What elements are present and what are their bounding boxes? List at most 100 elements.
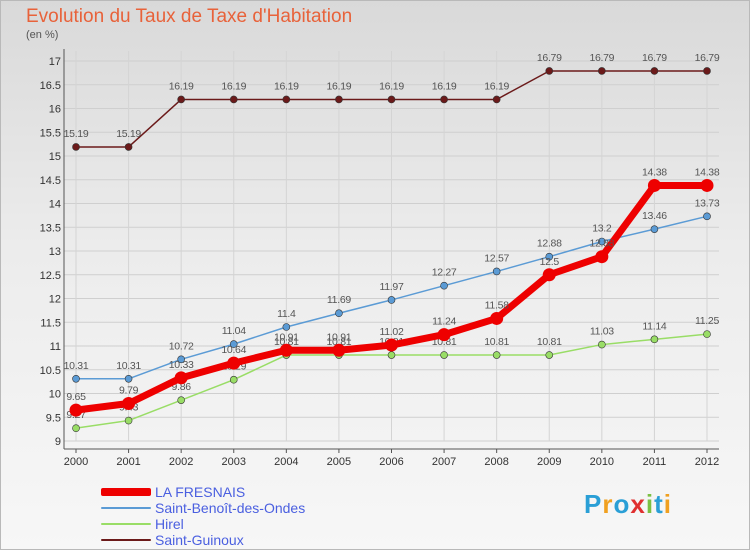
y-tick-label: 17 [49, 56, 61, 68]
legend-label: LA FRESNAIS [155, 484, 246, 500]
data-point [492, 351, 501, 359]
x-tick-label: 2011 [643, 456, 667, 468]
data-label: 13.73 [695, 197, 720, 209]
data-label: 11.04 [222, 325, 246, 337]
brand-logo: Proxiti [584, 489, 672, 520]
data-point [545, 67, 554, 75]
data-label: 10.81 [274, 336, 299, 348]
legend-swatch [101, 523, 151, 525]
x-tick-label: 2007 [432, 456, 456, 468]
y-tick-label: 14.5 [40, 175, 61, 187]
data-label: 9.86 [172, 381, 192, 393]
data-point [335, 95, 343, 104]
data-point [174, 371, 188, 385]
data-label: 14.38 [642, 166, 667, 178]
data-label: 10.81 [327, 336, 352, 348]
data-label: 12.57 [484, 252, 509, 264]
data-label: 16.79 [642, 52, 667, 64]
data-label: 12.88 [589, 238, 614, 250]
brand-letter: o [613, 489, 631, 519]
legend-label: Saint-Guinoux [155, 532, 244, 548]
data-point [437, 328, 451, 342]
data-point [72, 424, 80, 432]
legend-label: Hirel [155, 516, 184, 532]
data-point [490, 311, 504, 325]
legend-swatch [101, 488, 151, 496]
data-point [492, 267, 501, 276]
data-point [122, 396, 136, 410]
data-point [598, 237, 606, 246]
x-tick-label: 2002 [169, 456, 193, 468]
data-label: 12.27 [432, 267, 457, 279]
x-tick-label: 2005 [327, 456, 351, 468]
legend-label: Saint-Benoît-des-Ondes [155, 500, 306, 516]
y-tick-label: 15 [49, 151, 61, 163]
data-point [650, 335, 659, 344]
data-label: 10.81 [484, 336, 509, 348]
data-label: 13.2 [592, 223, 612, 235]
data-point [124, 374, 133, 383]
x-tick-label: 2008 [484, 456, 508, 468]
data-point [598, 340, 606, 349]
data-label: 16.19 [379, 80, 404, 92]
series-la-fresnais: 9.65 9.79 10.33 10.64 10.91 10.91 11.02 11.24 11… [66, 166, 720, 417]
y-tick-label: 13 [49, 246, 61, 258]
data-point [279, 343, 293, 357]
data-label: 16.79 [537, 52, 562, 64]
x-tick-label: 2003 [222, 456, 246, 468]
data-point [647, 178, 661, 192]
data-point [227, 356, 241, 370]
data-label: 11.14 [642, 320, 666, 332]
data-label: 11.69 [327, 294, 351, 306]
series-saint-guinoux: 15.19 15.19 16.19 16.19 16.19 16.19 16.19 16.19… [64, 52, 720, 151]
y-tick-label: 13.5 [40, 222, 61, 234]
data-point [492, 95, 501, 104]
data-point [177, 95, 185, 104]
data-point [335, 309, 343, 318]
data-label: 10.91 [274, 331, 299, 343]
chart-title: Evolution du Taux de Taxe d'Habitation [26, 6, 353, 27]
data-point [124, 143, 133, 151]
data-point [229, 340, 238, 348]
data-point [542, 268, 556, 282]
data-label: 16.19 [484, 80, 509, 92]
brand-letter: i [645, 489, 655, 519]
data-label: 15.19 [64, 128, 89, 140]
data-label: 11.03 [590, 326, 614, 338]
data-point [282, 323, 291, 331]
brand-letter: t [654, 489, 664, 519]
x-tick-label: 2001 [116, 456, 140, 468]
y-tick-label: 15.5 [40, 127, 61, 139]
legend-swatch [101, 507, 151, 509]
data-label: 14.38 [695, 166, 720, 178]
data-label: 10.33 [169, 359, 194, 371]
y-tick-label: 11.5 [40, 317, 61, 329]
data-point [229, 375, 238, 384]
data-point [282, 95, 291, 104]
data-point [177, 396, 185, 404]
data-point [650, 67, 659, 75]
data-point [124, 416, 133, 425]
data-point [229, 95, 238, 104]
series-saint-beno-t-des-ondes: 10.31 10.31 10.72 11.04 11.4 11.69 11.97 12.27 1… [64, 197, 720, 383]
data-point [387, 351, 396, 359]
data-label: 10.31 [116, 360, 141, 372]
data-label: 16.19 [221, 80, 246, 92]
data-label: 16.19 [274, 80, 299, 92]
data-point [440, 281, 448, 290]
y-tick-label: 11 [50, 341, 61, 353]
data-label: 16.79 [589, 52, 614, 64]
y-tick-label: 16.5 [40, 80, 61, 92]
data-point [69, 403, 83, 417]
data-label: 16.19 [432, 80, 457, 92]
data-point [545, 252, 554, 261]
y-tick-label: 10 [49, 389, 61, 401]
x-tick-label: 2009 [537, 456, 561, 468]
x-tick-label: 2010 [590, 456, 614, 468]
data-label: 10.91 [327, 331, 352, 343]
data-label: 12.5 [540, 256, 560, 268]
data-label: 11.25 [695, 315, 719, 327]
data-point [332, 343, 346, 357]
data-point [72, 143, 80, 151]
brand-letter: r [602, 489, 614, 519]
